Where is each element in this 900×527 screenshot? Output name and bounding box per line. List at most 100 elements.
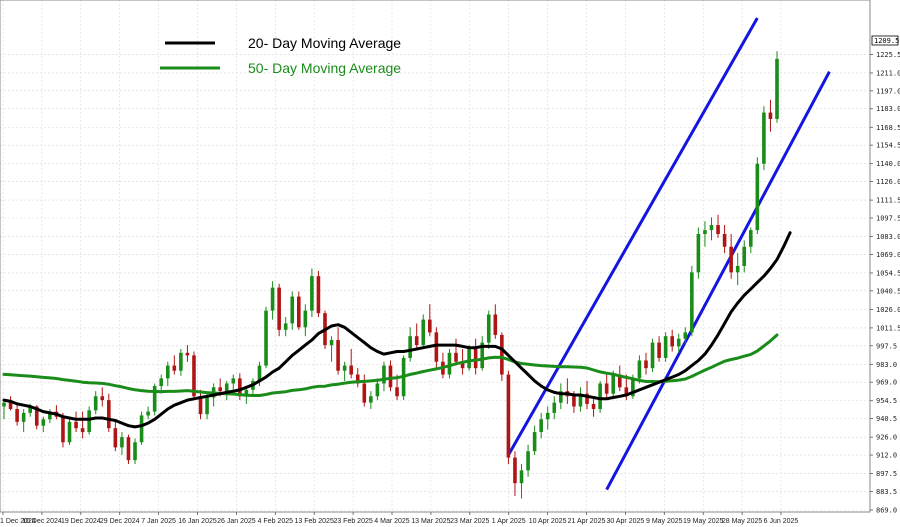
x-tick-label: 4 Mar 2025: [374, 518, 410, 525]
candle-body: [342, 365, 347, 371]
channel-line: [605, 70, 831, 491]
candle-body: [663, 336, 668, 358]
candle-body: [434, 332, 439, 362]
candle-body: [755, 163, 760, 231]
candle-body: [683, 332, 688, 339]
x-tick-label: 19 Dec 2024: [61, 518, 101, 525]
candle-body: [604, 383, 609, 394]
y-tick-label: 1069.0: [876, 251, 900, 259]
legend-label-ma50: 50- Day Moving Average: [248, 60, 401, 76]
candle-body: [591, 403, 596, 410]
candle-body: [657, 342, 661, 358]
candle-body: [585, 393, 589, 404]
candle-body: [768, 112, 773, 119]
candle-body: [617, 374, 622, 388]
candle-body: [716, 225, 720, 234]
candle-body: [277, 287, 281, 330]
x-tick-label: 13 Mar 2025: [411, 518, 450, 525]
x-tick-label: 26 Jan 2025: [217, 518, 256, 525]
candle-body: [545, 412, 550, 420]
candle-body: [539, 419, 543, 433]
candle-body: [172, 365, 177, 371]
candle-body: [231, 378, 236, 384]
x-tick-label: 29 Dec 2024: [100, 518, 140, 525]
candle-body: [631, 378, 635, 397]
y-tick-label: 1168.5: [876, 124, 900, 132]
candle-body: [395, 387, 399, 397]
y-tick-label: 1140.0: [876, 160, 900, 168]
candle-body: [303, 310, 308, 328]
candlesticks: [2, 51, 779, 499]
x-tick-label: 16 Jan 2025: [178, 518, 217, 525]
current-price-label: 1209.5: [874, 37, 899, 45]
candle-body: [644, 360, 648, 369]
candle-body: [179, 352, 183, 371]
candle-body: [192, 355, 196, 397]
plot-border: [0, 0, 871, 513]
x-tick-label: 21 Apr 2025: [568, 518, 606, 525]
candle-body: [113, 428, 118, 448]
candle-body: [388, 365, 393, 388]
y-tick-label: 883.5: [876, 488, 897, 496]
y-tick-label: 1083.0: [876, 233, 900, 241]
candle-body: [257, 365, 262, 381]
candle-body: [349, 365, 353, 375]
x-tick-label: 23 Mar 2025: [450, 518, 489, 525]
candle-body: [447, 352, 452, 375]
ma50-line: [2, 333, 779, 397]
candle-body: [703, 230, 707, 234]
y-tick-label: 1026.0: [876, 306, 900, 314]
candle-body: [48, 411, 52, 420]
candle-body: [637, 360, 642, 379]
candle-body: [382, 365, 386, 384]
candle-body: [67, 421, 72, 443]
candle-body: [336, 340, 340, 371]
candle-body: [120, 437, 124, 448]
candle-body: [748, 230, 753, 247]
x-tick-label: 7 Jan 2025: [141, 518, 176, 525]
candle-body: [742, 246, 747, 266]
candle-body: [735, 265, 740, 273]
candle-body: [532, 432, 537, 452]
x-tick-label: 9 May 2025: [646, 518, 683, 525]
candle-body: [185, 352, 190, 356]
candle-body: [244, 389, 249, 397]
candle-body: [329, 340, 334, 346]
candle-body: [205, 397, 209, 415]
y-tick-label: 1225.5: [876, 51, 900, 59]
y-tick-label: 983.0: [876, 361, 897, 369]
channel-line: [507, 17, 759, 456]
candle-body: [80, 428, 85, 433]
candle-body: [224, 383, 229, 392]
candle-body: [762, 112, 766, 164]
x-tick-label: 23 Feb 2025: [333, 518, 372, 525]
candle-body: [650, 342, 655, 369]
x-tick-label: 19 May 2025: [683, 518, 724, 525]
candle-body: [34, 406, 39, 426]
candle-body: [41, 419, 46, 426]
candle-body: [146, 411, 150, 416]
x-tick-label: 6 Jun 2025: [764, 518, 799, 525]
candle-body: [729, 246, 733, 273]
candle-body: [100, 396, 105, 401]
y-tick-label: 912.0: [876, 452, 897, 460]
candle-body: [355, 374, 360, 384]
moving-averages: [2, 231, 792, 429]
candle-body: [61, 416, 65, 443]
candle-body: [28, 406, 33, 413]
x-tick-label: 10 Apr 2025: [529, 518, 567, 525]
candle-body: [316, 276, 321, 314]
candle-body: [15, 409, 19, 422]
candle-body: [709, 225, 714, 231]
candle-body: [93, 396, 98, 411]
y-tick-label: 954.5: [876, 397, 897, 405]
candle-body: [264, 310, 268, 366]
candle-body: [107, 400, 111, 429]
candle-body: [480, 342, 485, 369]
x-tick-label: 30 Apr 2025: [607, 518, 645, 525]
candle-body: [8, 402, 13, 410]
candle-body: [290, 296, 295, 324]
price-axis: 1225.5 1211.0 1197.0 1183.0 1168.5 1154.5 1140…: [870, 51, 900, 515]
y-tick-label: 1040.5: [876, 287, 900, 295]
